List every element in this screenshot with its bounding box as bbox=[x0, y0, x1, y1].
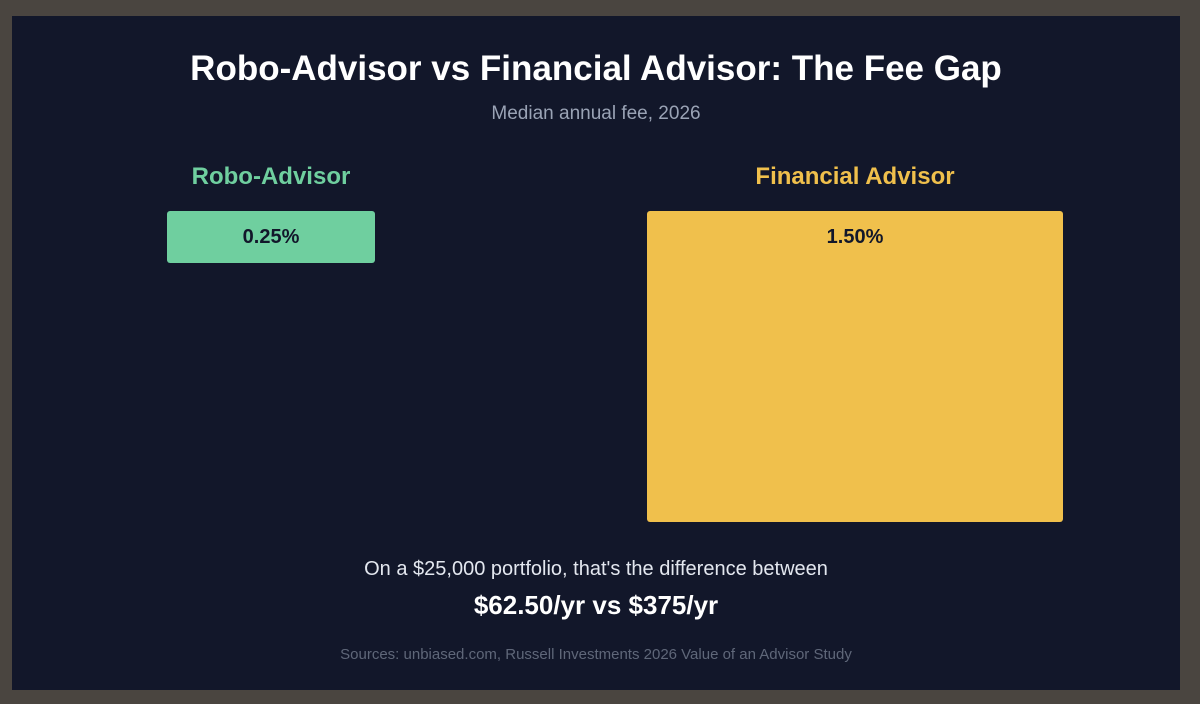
bar-value-label: 0.25% bbox=[242, 226, 300, 248]
summary-text: On a $25,000 portfolio, that's the diffe… bbox=[364, 558, 828, 580]
column-label-financial-advisor: Financial Advisor bbox=[755, 163, 955, 190]
column-label-robo-advisor: Robo-Advisor bbox=[191, 163, 351, 190]
bar-robo-advisor: 0.25% bbox=[167, 211, 375, 263]
bar-value-label: 1.50% bbox=[826, 226, 884, 248]
sources-note: Sources: unbiased.com, Russell Investmen… bbox=[340, 646, 852, 663]
bar-financial-advisor: 1.50% bbox=[647, 211, 1063, 522]
chart-title: Robo-Advisor vs Financial Advisor: The F… bbox=[190, 49, 1002, 88]
chart-subtitle: Median annual fee, 2026 bbox=[491, 103, 701, 124]
chart-frame: Robo-Advisor vs Financial Advisor: The F… bbox=[12, 16, 1180, 690]
summary-highlight: $62.50/yr vs $375/yr bbox=[473, 590, 719, 620]
